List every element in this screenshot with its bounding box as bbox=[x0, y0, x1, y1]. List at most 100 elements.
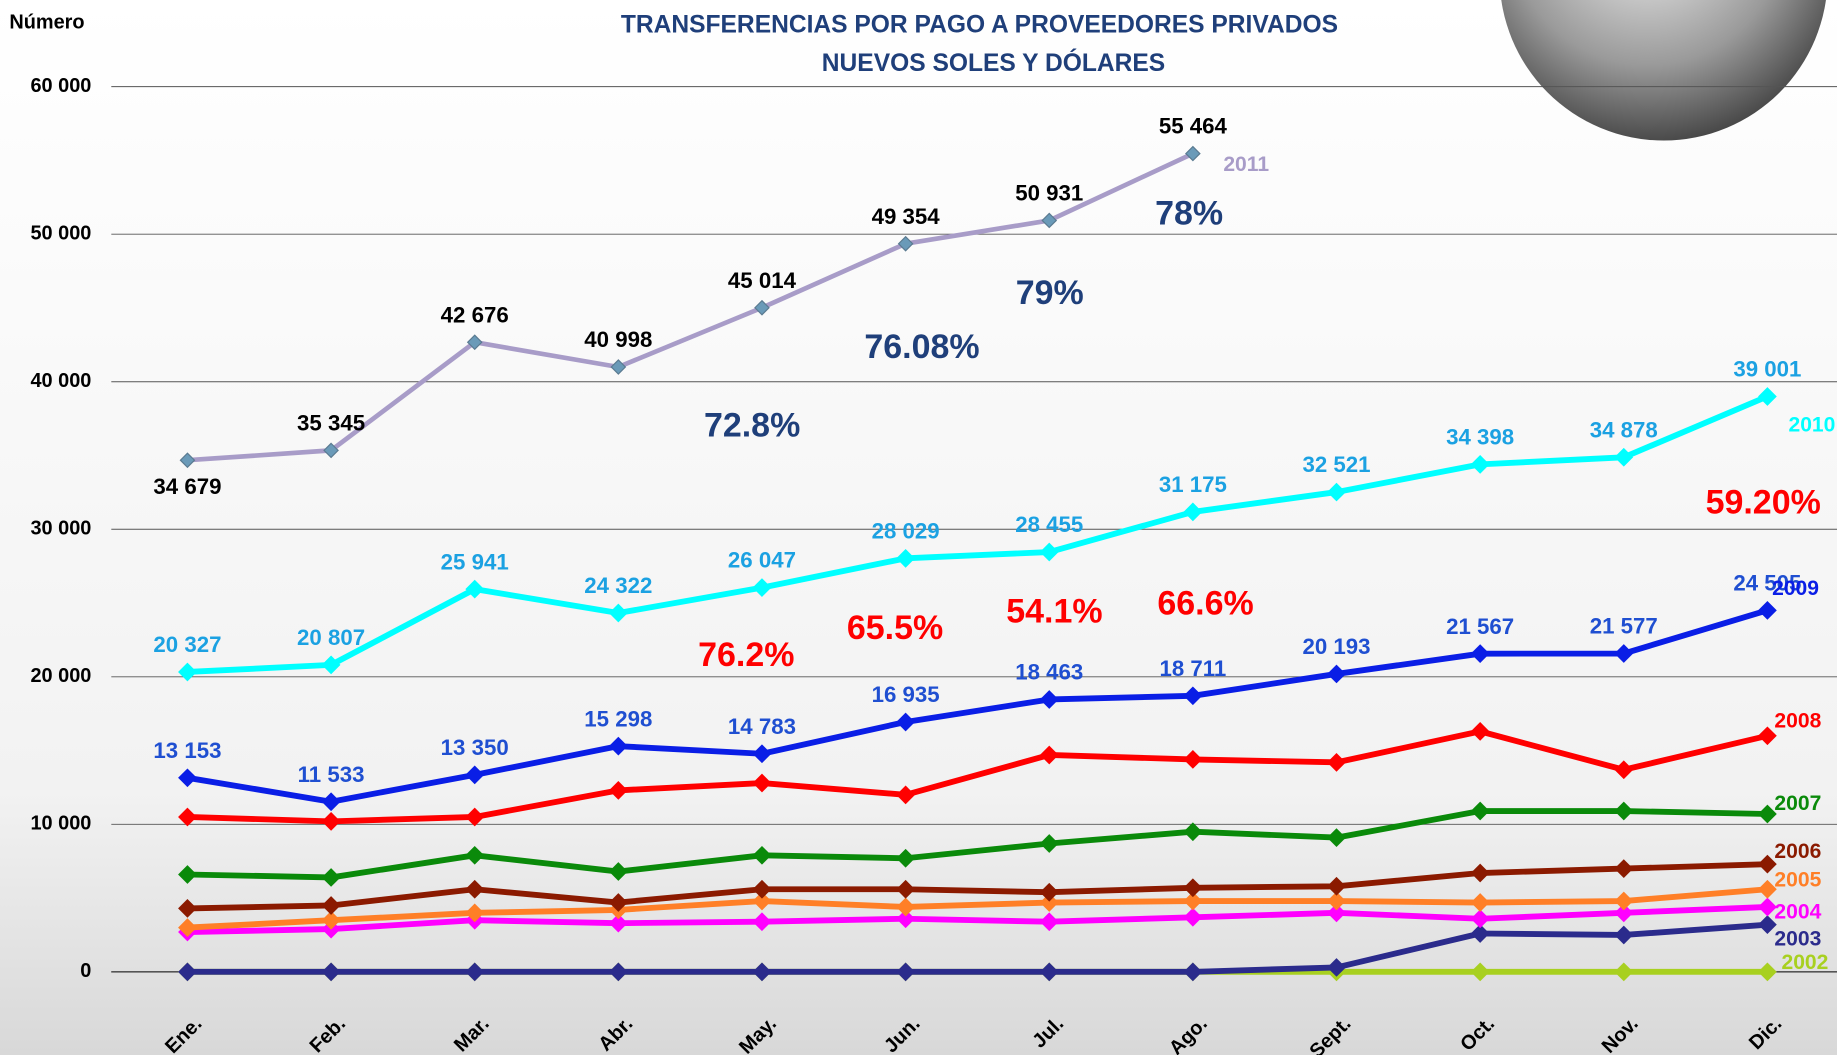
data-point bbox=[752, 744, 772, 764]
data-label: 13 350 bbox=[441, 735, 509, 760]
series-label: 2009 bbox=[1772, 577, 1819, 600]
data-point bbox=[1041, 212, 1058, 229]
data-point bbox=[1614, 903, 1634, 923]
data-label: 49 354 bbox=[872, 204, 941, 229]
annotation: 65.5% bbox=[847, 609, 943, 647]
data-point bbox=[465, 903, 485, 923]
data-point bbox=[1758, 387, 1777, 406]
series-line bbox=[186, 607, 1769, 805]
data-label: 34 679 bbox=[153, 474, 221, 499]
data-label: 15 298 bbox=[584, 706, 652, 731]
data-point bbox=[1327, 664, 1346, 684]
data-point bbox=[897, 235, 914, 252]
data-label: 50 931 bbox=[1015, 181, 1083, 206]
data-point bbox=[321, 792, 341, 812]
y-tick-label: 20 000 bbox=[30, 665, 91, 687]
data-label: 21 577 bbox=[1590, 614, 1658, 639]
data-label: 28 455 bbox=[1015, 512, 1083, 537]
data-label: 21 567 bbox=[1446, 614, 1514, 639]
data-point bbox=[896, 848, 915, 868]
y-tick-label: 40 000 bbox=[30, 370, 91, 392]
data-point bbox=[610, 359, 627, 375]
data-point bbox=[608, 913, 628, 933]
data-label: 34 398 bbox=[1446, 424, 1514, 449]
data-point bbox=[1758, 600, 1777, 620]
data-point bbox=[896, 548, 915, 568]
data-label: 31 175 bbox=[1159, 472, 1227, 497]
data-label: 14 783 bbox=[728, 714, 796, 739]
y-axis-label: Número bbox=[9, 12, 84, 34]
annotation: 59.20% bbox=[1706, 484, 1821, 522]
data-point bbox=[1327, 903, 1346, 923]
data-point bbox=[1470, 722, 1490, 741]
data-point bbox=[754, 299, 770, 316]
data-point bbox=[1327, 958, 1346, 977]
data-point bbox=[752, 891, 772, 911]
series-label: 2008 bbox=[1774, 709, 1821, 732]
series-line bbox=[187, 393, 1769, 675]
data-point bbox=[465, 807, 485, 827]
data-label: 16 935 bbox=[872, 682, 940, 707]
data-point bbox=[1614, 891, 1634, 911]
data-label: 20 327 bbox=[153, 632, 221, 657]
data-label: 24 322 bbox=[584, 573, 652, 598]
data-label: 11 533 bbox=[298, 762, 365, 787]
series-label: 2006 bbox=[1774, 840, 1821, 863]
series-label: 2007 bbox=[1774, 792, 1821, 815]
data-label: 28 029 bbox=[872, 518, 940, 543]
y-tick-label: 0 bbox=[80, 960, 91, 982]
data-label: 55 464 bbox=[1159, 114, 1228, 139]
series-label: 2005 bbox=[1774, 869, 1821, 892]
data-label: 13 153 bbox=[153, 738, 221, 763]
data-label: 20 193 bbox=[1302, 634, 1370, 659]
data-point bbox=[466, 334, 483, 351]
data-point bbox=[1758, 915, 1777, 935]
data-point bbox=[465, 845, 485, 865]
data-label: 35 345 bbox=[297, 411, 365, 436]
data-point bbox=[321, 896, 341, 915]
data-label: 18 711 bbox=[1159, 656, 1226, 681]
series-line bbox=[187, 861, 1768, 912]
data-point bbox=[1614, 801, 1634, 821]
annotation: 76.08% bbox=[864, 328, 979, 366]
data-point bbox=[178, 768, 197, 788]
data-point bbox=[608, 862, 628, 881]
y-tick-label: 30 000 bbox=[30, 518, 91, 540]
data-label: 40 998 bbox=[584, 327, 652, 352]
data-point bbox=[1327, 876, 1346, 896]
decorative-orb bbox=[1501, 0, 1826, 141]
series-line bbox=[187, 728, 1769, 825]
chart-title: TRANSFERENCIAS POR PAGO A PROVEEDORES PR… bbox=[621, 11, 1338, 38]
data-point bbox=[321, 910, 341, 930]
data-label: 20 807 bbox=[297, 625, 365, 650]
data-label: 18 463 bbox=[1015, 660, 1083, 685]
data-label: 34 878 bbox=[1590, 417, 1658, 442]
data-point bbox=[1470, 924, 1490, 943]
data-point bbox=[1185, 145, 1201, 162]
annotation: 66.6% bbox=[1157, 584, 1253, 622]
data-point bbox=[896, 909, 915, 929]
annotation: 72.8% bbox=[704, 406, 800, 444]
data-label: 42 676 bbox=[441, 302, 509, 327]
data-point bbox=[1470, 644, 1490, 664]
data-point bbox=[752, 773, 772, 793]
data-point bbox=[465, 579, 485, 599]
series-label: 2003 bbox=[1774, 927, 1821, 950]
annotation: 54.1% bbox=[1006, 593, 1102, 631]
data-point bbox=[179, 452, 196, 469]
data-point bbox=[1758, 854, 1777, 874]
series-label: 2010 bbox=[1788, 413, 1835, 436]
annotation: 76.2% bbox=[698, 636, 794, 674]
series-line bbox=[187, 886, 1768, 931]
series-line bbox=[187, 808, 1768, 881]
series-line bbox=[187, 904, 1768, 935]
series-line bbox=[187, 921, 1768, 975]
data-label: 25 941 bbox=[441, 549, 509, 574]
data-point bbox=[1470, 455, 1490, 474]
data-point bbox=[1614, 644, 1634, 663]
y-tick-label: 60 000 bbox=[30, 75, 91, 97]
data-label: 39 001 bbox=[1733, 357, 1801, 382]
data-point bbox=[321, 868, 341, 887]
data-point bbox=[1614, 760, 1634, 780]
